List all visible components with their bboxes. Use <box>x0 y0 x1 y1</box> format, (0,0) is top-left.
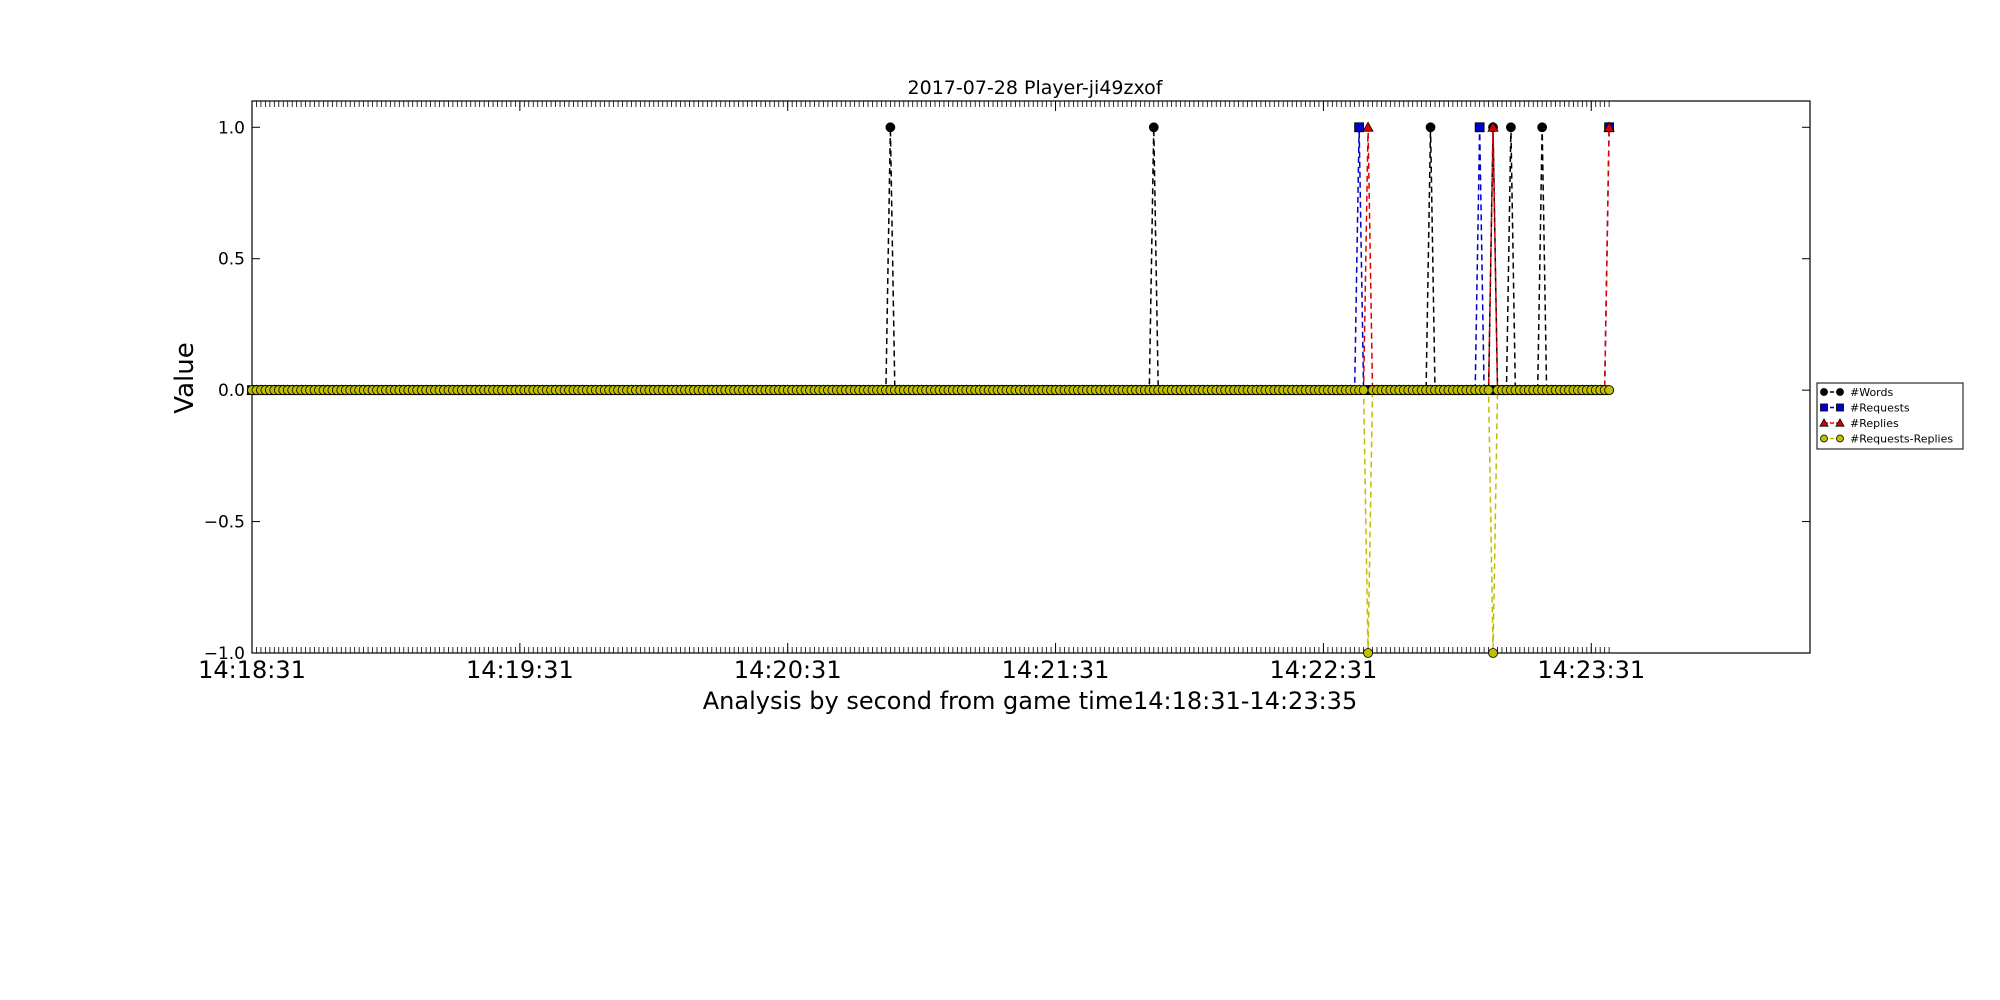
data-point <box>1354 122 1365 133</box>
x-tick-label: 14:20:31 <box>734 656 842 684</box>
x-tick-label: 14:19:31 <box>466 656 574 684</box>
data-point <box>1488 648 1498 658</box>
legend-label: #Requests-Replies <box>1850 433 1953 446</box>
y-tick-label: 0.5 <box>218 250 245 270</box>
series-layer <box>246 121 1615 658</box>
data-point <box>1358 385 1369 396</box>
legend-marker <box>1836 403 1844 412</box>
x-axis-label: Analysis by second from game time14:18:3… <box>703 687 1357 715</box>
data-point <box>1483 385 1494 396</box>
y-tick-label: −1.0 <box>204 644 245 664</box>
legend-marker <box>1836 388 1844 396</box>
legend-marker <box>1819 418 1829 427</box>
data-point <box>1362 121 1374 132</box>
legend-marker <box>1820 403 1828 412</box>
y-tick-label: −0.5 <box>204 513 245 533</box>
x-tick-label: 14:18:31 <box>198 656 306 684</box>
data-point <box>1505 122 1516 133</box>
legend-marker <box>1835 418 1845 427</box>
y-axis-label: Value <box>170 342 200 413</box>
data-point <box>1487 121 1499 132</box>
data-point <box>1537 122 1548 133</box>
data-point <box>885 122 896 133</box>
data-point <box>1148 122 1159 133</box>
axes: 14:18:31 14:19:31 14:20:31 14:21:31 14:22:31… <box>198 100 1811 684</box>
chart-title: 2017-07-28 Player-ji49zxof <box>908 77 1164 99</box>
legend-marker <box>1820 434 1828 443</box>
legend-label: #Requests <box>1850 402 1910 415</box>
data-point <box>1425 122 1436 133</box>
legend-label: #Words <box>1850 386 1893 399</box>
x-tick-label: 14:21:31 <box>1002 656 1110 684</box>
x-tick-label: 14:23:31 <box>1537 656 1645 684</box>
series-requests-replies <box>247 385 1615 658</box>
y-tick-label: 1.0 <box>218 118 245 138</box>
data-point <box>1474 122 1485 133</box>
x-tick-label: 14:22:31 <box>1270 656 1378 684</box>
legend: #Words #Requests #Replies #Requests-Replies <box>1816 382 1964 450</box>
data-point <box>1603 121 1615 132</box>
legend-label: #Replies <box>1850 417 1899 430</box>
data-point <box>1604 385 1615 396</box>
legend-marker <box>1836 434 1844 443</box>
plot-frame <box>251 100 1811 654</box>
legend-marker <box>1820 388 1828 396</box>
data-point <box>1363 648 1373 658</box>
y-tick-label: 0.0 <box>218 381 245 401</box>
